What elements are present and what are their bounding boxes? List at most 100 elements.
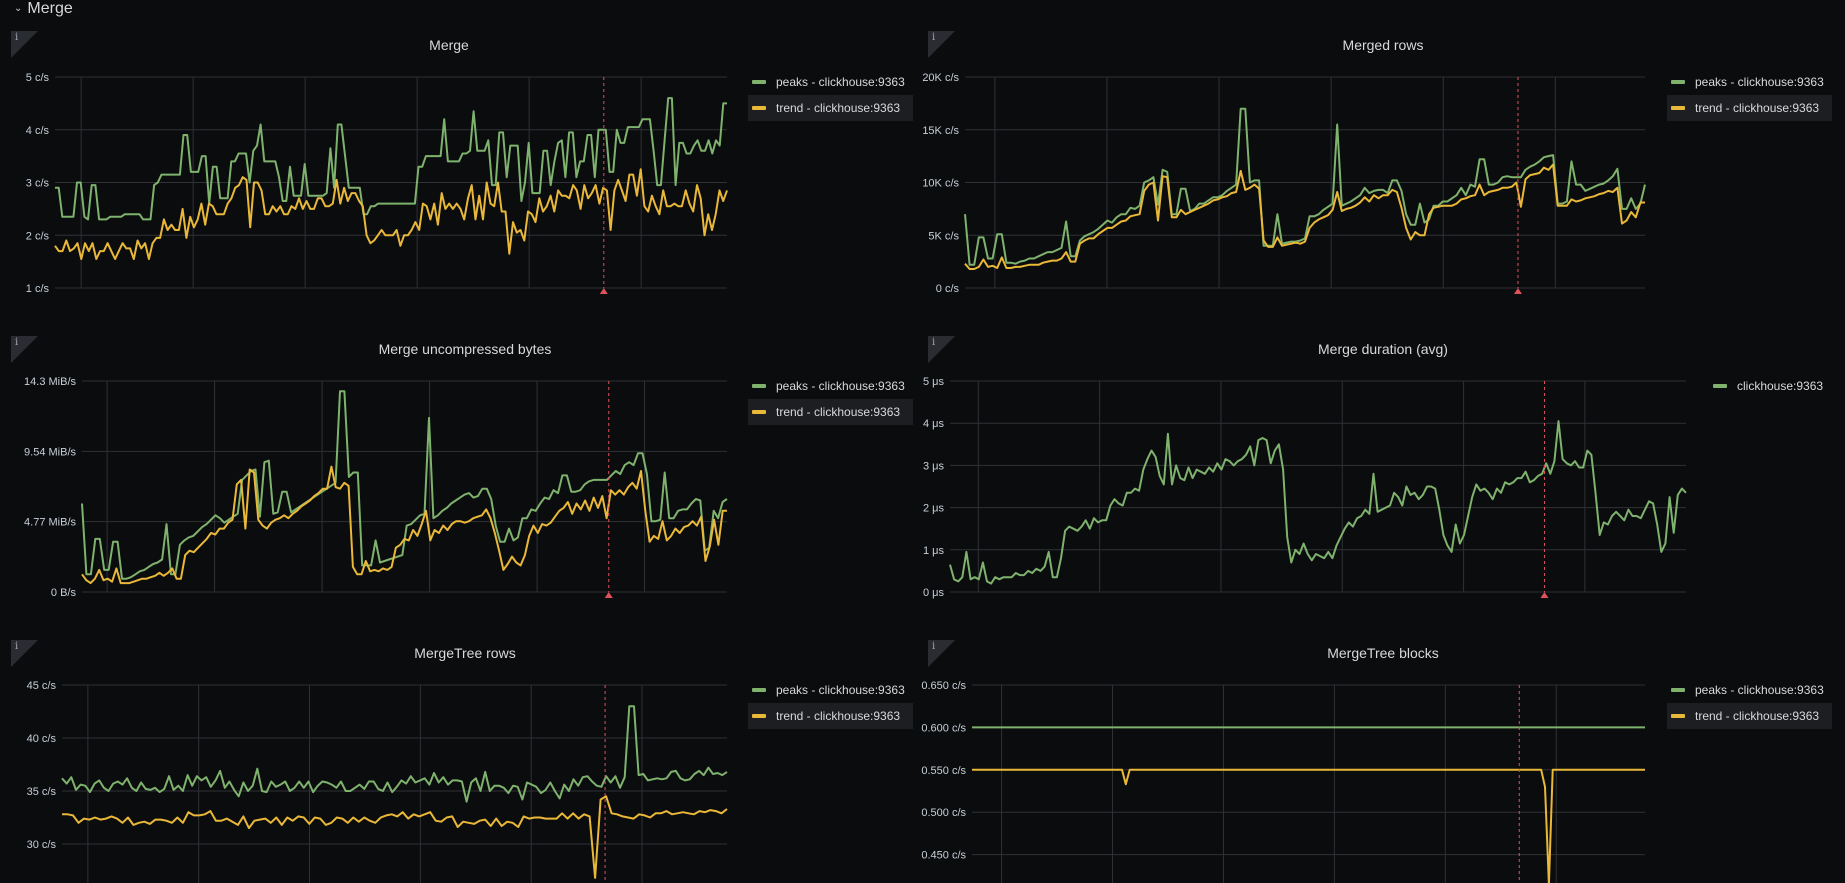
panel-title[interactable]: Merged rows xyxy=(1342,37,1424,53)
y-tick-label: 0 μs xyxy=(923,587,945,599)
legend-label: trend - clickhouse:9363 xyxy=(776,405,901,419)
legend-swatch-icon xyxy=(1713,384,1727,388)
series-line-trend[interactable] xyxy=(62,795,728,879)
y-tick-label: 0 c/s xyxy=(936,283,960,295)
y-tick-label: 0 B/s xyxy=(51,587,77,599)
panel-mergetree-blocks[interactable]: i MergeTree blocks 0.450 c/s 0.500 c/s 0.550… xyxy=(921,637,1845,883)
legend-swatch-icon xyxy=(752,688,766,692)
legend-item[interactable]: peaks - clickhouse:9363 xyxy=(1667,677,1832,703)
y-tick-label: 2 μs xyxy=(923,503,945,515)
series-line-trend[interactable] xyxy=(964,163,1645,270)
panel-info-icon[interactable]: i xyxy=(928,640,955,667)
panel-title[interactable]: Merge duration (avg) xyxy=(1318,341,1448,357)
panel-merge[interactable]: i Merge 1 c/s 2 c/s 3 c/s 4 c/s 5 c/s peaks - c… xyxy=(8,28,913,300)
chart-svg[interactable]: 30 c/s 35 c/s 40 c/s 45 c/s xyxy=(8,637,905,883)
annotation-marker[interactable] xyxy=(1540,592,1549,598)
annotation-marker[interactable] xyxy=(599,288,608,294)
y-tick-label: 5K c/s xyxy=(928,230,959,242)
legend-label: peaks - clickhouse:9363 xyxy=(1695,683,1824,697)
y-tick-label: 5 μs xyxy=(923,376,945,388)
series-line-peaks[interactable] xyxy=(55,97,727,221)
info-glyph: i xyxy=(932,32,936,43)
legend-label: peaks - clickhouse:9363 xyxy=(776,75,905,89)
chart-svg[interactable]: 0 c/s 5K c/s 10K c/s 15K c/s 20K c/s xyxy=(922,28,1845,300)
legend-label: clickhouse:9363 xyxy=(1737,379,1824,393)
legend: peaks - clickhouse:9363 trend - clickhous… xyxy=(748,373,913,425)
series-line-peaks[interactable] xyxy=(949,420,1687,585)
y-tick-label: 40 c/s xyxy=(27,733,57,745)
y-tick-label: 45 c/s xyxy=(27,680,57,692)
info-glyph: i xyxy=(15,641,19,652)
legend-swatch-icon xyxy=(752,384,766,388)
y-tick-label: 4 c/s xyxy=(26,125,50,137)
y-tick-label: 1 μs xyxy=(923,545,945,557)
info-glyph: i xyxy=(15,337,19,348)
chart-svg[interactable]: 1 c/s 2 c/s 3 c/s 4 c/s 5 c/s xyxy=(8,28,905,300)
legend-label: trend - clickhouse:9363 xyxy=(776,101,901,115)
row-header-merge[interactable]: ⌄ Merge xyxy=(14,0,73,18)
panel-info-icon[interactable]: i xyxy=(11,31,38,58)
y-tick-label: 0.450 c/s xyxy=(921,850,966,862)
y-tick-label: 0.550 c/s xyxy=(921,765,966,777)
chart-svg[interactable]: 0 B/s 4.77 MiB/s 9.54 MiB/s 14.3 MiB/s xyxy=(8,333,905,605)
panel-title[interactable]: Merge uncompressed bytes xyxy=(378,341,552,357)
panel-merge-uncompressed-bytes[interactable]: i Merge uncompressed bytes 0 B/s 4.77 MiB/s… xyxy=(8,333,913,605)
panel-info-icon[interactable]: i xyxy=(928,31,955,58)
y-tick-label: 3 μs xyxy=(923,460,945,472)
y-tick-label: 2 c/s xyxy=(26,230,50,242)
annotation-marker[interactable] xyxy=(1513,288,1522,294)
annotation-marker[interactable] xyxy=(604,592,613,598)
chart-svg[interactable]: 0.450 c/s 0.500 c/s 0.550 c/s 0.600 c/s 0.65… xyxy=(921,637,1845,883)
legend-label: trend - clickhouse:9363 xyxy=(776,709,901,723)
panel-title[interactable]: Merge xyxy=(429,37,469,53)
legend-swatch-icon xyxy=(752,410,766,414)
panel-mergetree-rows[interactable]: i MergeTree rows 30 c/s 35 c/s 40 c/s 45 c/s p… xyxy=(8,637,913,883)
y-tick-label: 5 c/s xyxy=(26,72,50,84)
legend-item[interactable]: trend - clickhouse:9363 xyxy=(1667,95,1832,121)
legend-item[interactable]: trend - clickhouse:9363 xyxy=(748,399,913,425)
legend-item[interactable]: peaks - clickhouse:9363 xyxy=(1667,69,1832,95)
y-tick-label: 30 c/s xyxy=(27,839,57,851)
legend-swatch-icon xyxy=(1671,80,1685,84)
legend-item[interactable]: trend - clickhouse:9363 xyxy=(748,95,913,121)
legend: peaks - clickhouse:9363 trend - clickhous… xyxy=(748,69,913,121)
legend-item[interactable]: peaks - clickhouse:9363 xyxy=(748,677,913,703)
y-tick-label: 35 c/s xyxy=(27,786,57,798)
legend-label: trend - clickhouse:9363 xyxy=(1695,709,1820,723)
info-glyph: i xyxy=(932,337,936,348)
legend-item[interactable]: trend - clickhouse:9363 xyxy=(1667,703,1832,729)
y-tick-label: 0.600 c/s xyxy=(921,722,966,734)
y-tick-label: 1 c/s xyxy=(26,283,50,295)
row-title: Merge xyxy=(27,0,73,17)
series-line-trend[interactable] xyxy=(54,168,728,260)
legend-item[interactable]: clickhouse:9363 xyxy=(1709,373,1831,399)
legend-label: trend - clickhouse:9363 xyxy=(1695,101,1820,115)
legend-swatch-icon xyxy=(752,106,766,110)
series-line-trend[interactable] xyxy=(81,465,727,585)
legend-label: peaks - clickhouse:9363 xyxy=(776,379,905,393)
y-tick-label: 3 c/s xyxy=(26,178,50,190)
legend: clickhouse:9363 xyxy=(1709,373,1831,399)
legend-label: peaks - clickhouse:9363 xyxy=(1695,75,1824,89)
y-tick-label: 0.650 c/s xyxy=(921,680,966,692)
panel-title[interactable]: MergeTree rows xyxy=(414,645,516,661)
legend-item[interactable]: trend - clickhouse:9363 xyxy=(748,703,913,729)
y-tick-label: 4 μs xyxy=(923,418,945,430)
panel-info-icon[interactable]: i xyxy=(928,336,955,363)
y-tick-label: 4.77 MiB/s xyxy=(24,517,76,529)
chart-svg[interactable]: 0 μs 1 μs 2 μs 3 μs 4 μs 5 μs xyxy=(923,333,1845,605)
legend: peaks - clickhouse:9363 trend - clickhous… xyxy=(1667,69,1832,121)
y-tick-label: 10K c/s xyxy=(922,178,959,190)
legend: peaks - clickhouse:9363 trend - clickhous… xyxy=(1667,677,1832,729)
legend-item[interactable]: peaks - clickhouse:9363 xyxy=(748,69,913,95)
panel-merged-rows[interactable]: i Merged rows 0 c/s 5K c/s 10K c/s 15K c/s 20K… xyxy=(922,28,1845,300)
panel-title[interactable]: MergeTree blocks xyxy=(1327,645,1439,661)
panel-info-icon[interactable]: i xyxy=(11,336,38,363)
legend-item[interactable]: peaks - clickhouse:9363 xyxy=(748,373,913,399)
panel-info-icon[interactable]: i xyxy=(11,640,38,667)
legend-label: peaks - clickhouse:9363 xyxy=(776,683,905,697)
legend: peaks - clickhouse:9363 trend - clickhous… xyxy=(748,677,913,729)
series-line-peaks[interactable] xyxy=(61,705,728,803)
panel-merge-duration-avg[interactable]: i Merge duration (avg) 0 μs 1 μs 2 μs 3 μs 4 μ… xyxy=(923,333,1845,605)
series-line-trend[interactable] xyxy=(972,768,1645,883)
